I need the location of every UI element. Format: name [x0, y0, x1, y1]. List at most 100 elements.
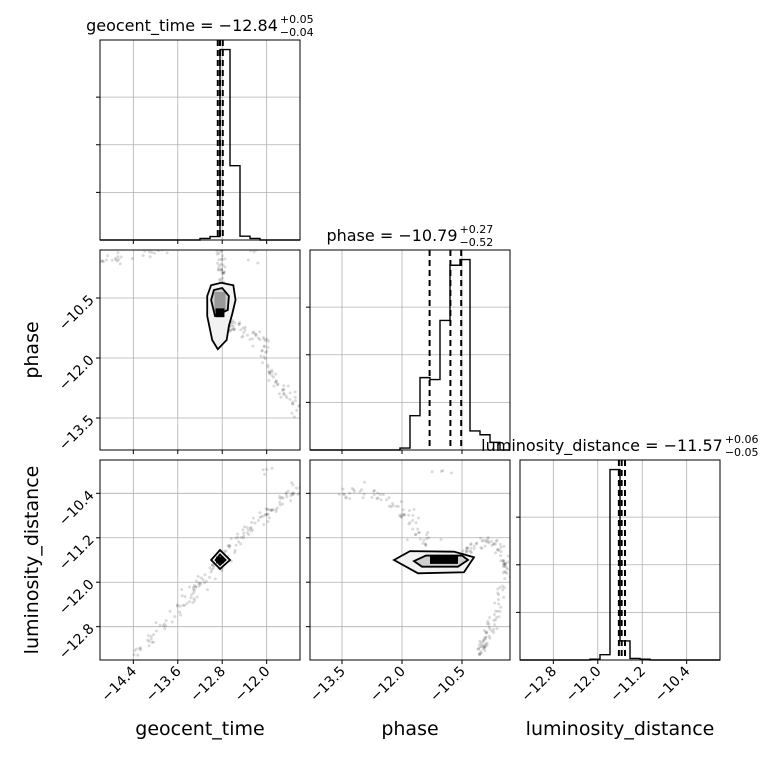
sample-point: [197, 581, 201, 585]
sample-point: [467, 549, 471, 553]
sample-point: [230, 328, 234, 332]
sample-point: [242, 534, 246, 538]
sample-point: [191, 588, 195, 592]
sample-point: [418, 531, 422, 535]
sample-point: [337, 492, 341, 496]
sample-point: [205, 588, 209, 592]
sample-point: [154, 621, 158, 625]
sample-point: [263, 339, 267, 343]
sample-point: [201, 578, 205, 582]
sample-point: [223, 265, 227, 269]
sample-point: [245, 333, 249, 337]
x-axis-label-luminosity_distance: luminosity_distance: [526, 718, 715, 740]
sample-point: [100, 259, 104, 263]
sample-point: [425, 533, 429, 537]
sample-point: [243, 328, 247, 332]
title-text: luminosity_distance = −11.57: [481, 436, 723, 456]
sample-point: [495, 538, 499, 542]
sample-point: [191, 586, 195, 590]
sample-point: [223, 257, 227, 261]
sample-point: [234, 543, 238, 547]
sample-point: [483, 643, 487, 647]
sample-point: [265, 512, 269, 516]
sample-point: [274, 508, 278, 512]
sample-point: [412, 508, 416, 512]
sample-point: [506, 560, 510, 564]
sample-point: [266, 365, 270, 369]
sample-point: [119, 255, 123, 259]
sample-point: [217, 278, 221, 282]
sample-point: [267, 516, 271, 520]
title-lower: −0.04: [280, 26, 314, 39]
sample-point: [501, 565, 505, 569]
sample-point: [192, 591, 196, 595]
sample-point: [158, 623, 162, 627]
sample-point: [189, 593, 193, 597]
sample-point: [260, 515, 264, 519]
sample-point: [178, 610, 182, 614]
sample-point: [294, 486, 298, 490]
sample-point: [185, 242, 188, 245]
sample-point: [387, 504, 391, 508]
sample-point: [219, 250, 223, 253]
sample-point: [196, 575, 200, 579]
sample-point: [341, 487, 345, 491]
sample-point: [262, 523, 266, 527]
sample-point: [181, 245, 184, 248]
sample-point: [249, 250, 253, 253]
sample-point: [233, 548, 237, 552]
sample-point: [407, 509, 411, 513]
sample-point: [147, 639, 151, 643]
contour-line-0.95: [392, 550, 476, 575]
sample-point: [292, 415, 296, 419]
sample-point: [478, 645, 482, 649]
x-axis-label-phase: phase: [381, 718, 438, 740]
sample-point: [161, 624, 165, 628]
sample-point: [249, 240, 252, 243]
sample-point: [284, 394, 288, 398]
sample-point: [267, 508, 271, 512]
sample-point: [249, 526, 253, 530]
sample-point: [279, 395, 283, 399]
sample-point: [236, 532, 240, 536]
sample-point: [162, 622, 166, 626]
sample-point: [270, 368, 274, 372]
sample-point: [496, 547, 500, 551]
sample-point: [208, 566, 212, 570]
sample-point: [400, 514, 404, 518]
sample-point: [277, 494, 281, 498]
sample-point: [256, 261, 260, 265]
sample-point: [389, 505, 393, 509]
sample-point: [391, 501, 395, 505]
sample-point: [175, 604, 179, 608]
sample-point: [292, 491, 296, 495]
sample-point: [262, 345, 266, 349]
sample-point: [220, 268, 224, 272]
sample-point: [263, 357, 267, 361]
sample-point: [411, 527, 415, 531]
sample-point: [192, 584, 196, 588]
sample-point: [237, 540, 241, 544]
title-luminosity_distance: luminosity_distance = −11.57 +0.06−0.05: [481, 433, 758, 459]
panel-frame: [99, 459, 301, 661]
sample-point: [278, 497, 282, 501]
sample-point: [486, 536, 490, 540]
sample-point: [209, 570, 213, 574]
sample-point: [266, 345, 270, 349]
sample-point: [210, 563, 214, 567]
sample-point: [289, 494, 293, 498]
sample-point: [230, 321, 234, 325]
sample-point: [192, 241, 195, 244]
sample-point: [106, 254, 110, 258]
sample-point: [261, 361, 265, 365]
sample-point: [196, 237, 199, 240]
sample-point: [194, 585, 198, 589]
sample-point: [484, 540, 488, 544]
sample-point: [291, 402, 295, 406]
sample-point: [215, 250, 219, 253]
sample-point: [134, 647, 138, 651]
sample-point: [130, 257, 134, 261]
sample-point: [503, 569, 507, 573]
sample-point: [405, 538, 409, 542]
sample-point: [280, 495, 284, 499]
